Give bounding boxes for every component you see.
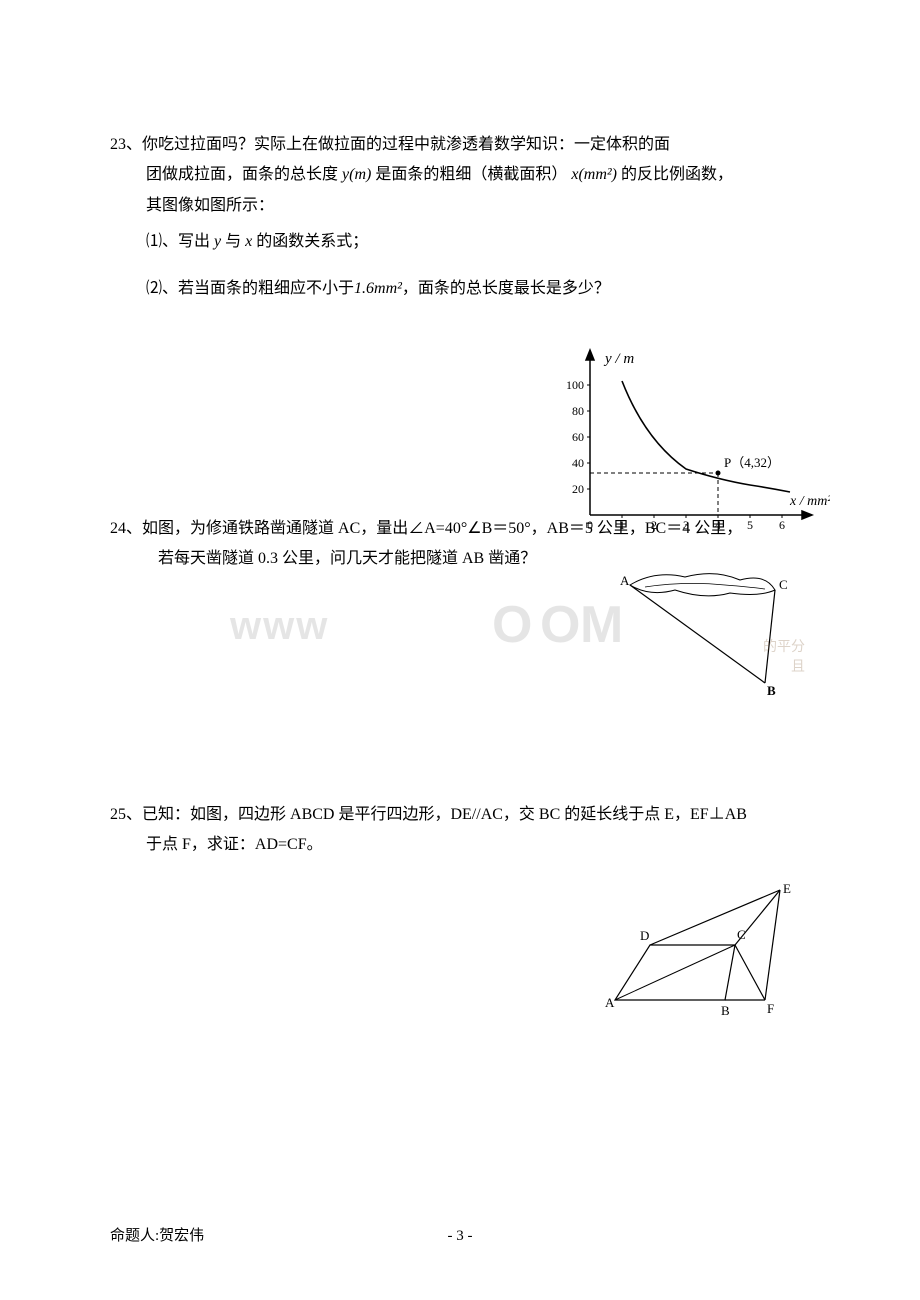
problem-25: 25、已知：如图，四边形 ABCD 是平行四边形，DE//AC，交 BC 的延长… xyxy=(110,800,810,861)
xtick: 6 xyxy=(779,518,785,532)
vertex-E: E xyxy=(783,881,791,896)
ytick: 60 xyxy=(572,430,584,444)
q23-l3: 其图像如图所示： xyxy=(146,197,274,214)
vertex-A: A xyxy=(620,573,630,588)
q25-l1: 已知：如图，四边形 ABCD 是平行四边形，DE//AC，交 BC 的延长线于点… xyxy=(142,806,747,823)
faded-text: 且 xyxy=(791,655,805,682)
q23-num: 23、 xyxy=(110,136,142,153)
page-number: - 3 - xyxy=(448,1222,473,1251)
vertex-D: D xyxy=(640,928,649,943)
q23-xvar: x(mm²) xyxy=(571,166,617,183)
q23-l2c: 的反比例函数， xyxy=(621,166,733,183)
q23-s2b: ，面条的总长度最长是多少？ xyxy=(402,280,610,297)
vertex-A: A xyxy=(605,995,615,1010)
ytick: 20 xyxy=(572,482,584,496)
xtick: 1 xyxy=(619,518,625,532)
q24-num: 24、 xyxy=(110,520,142,537)
q23-s2: ⑵、若当面条的粗细应不小于 xyxy=(146,280,354,297)
ytick: 40 xyxy=(572,456,584,470)
q23-l2a: 团做成拉面，面条的总长度 xyxy=(146,166,338,183)
y-axis-label: y / m xyxy=(603,351,634,367)
q23-s1b: 与 xyxy=(221,233,245,250)
ytick: 80 xyxy=(572,404,584,418)
xtick: 0 xyxy=(587,518,593,532)
xtick: 4 xyxy=(715,518,721,532)
q23-s1: ⑴、写出 xyxy=(146,233,214,250)
q25-l2: 于点 F，求证：AD=CF。 xyxy=(146,836,323,853)
q23-l2b: 是面条的粗细（横截面积） xyxy=(375,166,571,183)
point-label: P（4,32） xyxy=(724,455,780,470)
x-axis-label: x / mm² xyxy=(789,494,830,509)
vertex-B: B xyxy=(721,1003,730,1018)
vertex-B: B xyxy=(767,683,776,698)
q23-s2a: 1.6mm² xyxy=(354,280,402,297)
figure-q25: A B F D C E xyxy=(605,875,805,1036)
q23-yvar: y(m) xyxy=(342,166,371,183)
xtick: 3 xyxy=(683,518,689,532)
author-name: 贺宏伟 xyxy=(159,1228,204,1244)
xtick: 5 xyxy=(747,518,753,532)
footer: 命题人:贺宏伟 - 3 - xyxy=(110,1222,810,1251)
q25-num: 25、 xyxy=(110,806,142,823)
ytick: 100 xyxy=(566,378,584,392)
xtick: 2 xyxy=(651,518,657,532)
problem-23: 23、你吃过拉面吗？实际上在做拉面的过程中就渗透着数学知识：一定体积的面 团做成… xyxy=(110,130,810,304)
vertex-C: C xyxy=(737,927,746,942)
q24-l2: 若每天凿隧道 0.3 公里，问几天才能把隧道 AB 凿通？ xyxy=(158,550,536,567)
chart-q23: 20 40 60 80 100 0 1 2 3 4 5 6 P（4,32） y … xyxy=(550,345,830,561)
vertex-C: C xyxy=(779,577,788,592)
q23-l1: 你吃过拉面吗？实际上在做拉面的过程中就渗透着数学知识：一定体积的面 xyxy=(142,136,670,153)
vertex-F: F xyxy=(767,1001,774,1016)
author-label: 命题人: xyxy=(110,1228,159,1244)
q23-s1d: 的函数关系式； xyxy=(252,233,368,250)
figure-q24: A C B 的平分 且 xyxy=(615,555,805,726)
